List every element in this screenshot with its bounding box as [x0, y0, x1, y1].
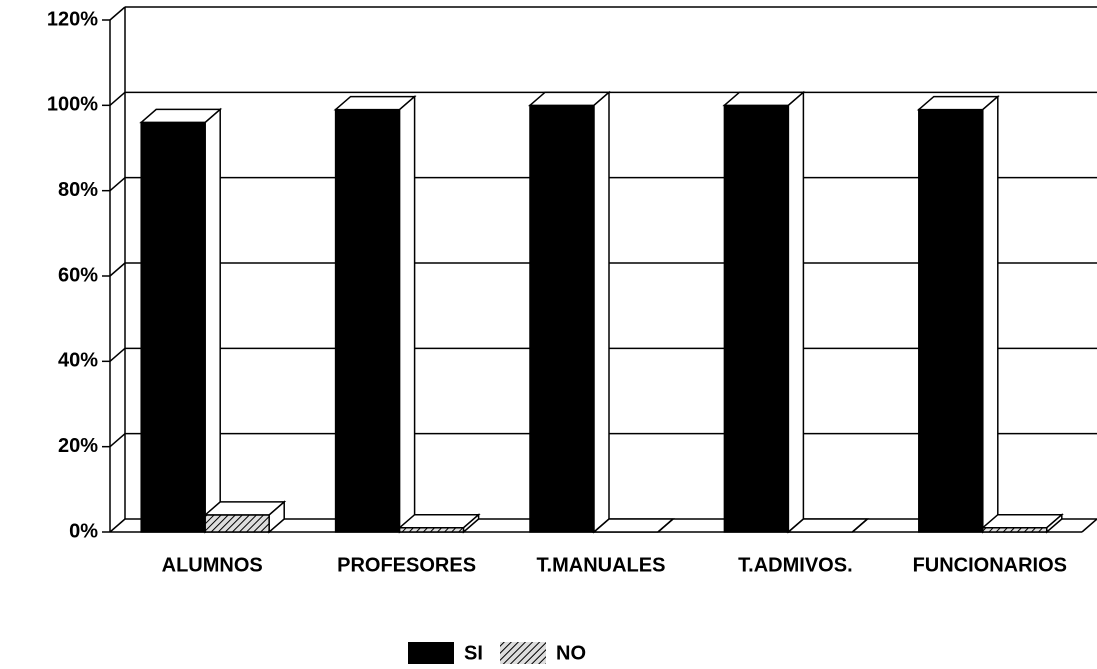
bar: [918, 108, 984, 533]
x-tick-label: T.ADMIVOS.: [738, 554, 852, 576]
bar: [529, 104, 595, 533]
bar-side: [851, 518, 868, 533]
bar-side: [593, 90, 610, 534]
y-tick-label: 120%: [47, 8, 98, 30]
y-tick-label: 100%: [47, 94, 98, 116]
bar-side: [1046, 513, 1063, 534]
wall-line: [109, 347, 126, 362]
legend-label: NO: [556, 642, 586, 664]
floor-right: [1081, 518, 1097, 533]
wall-line: [109, 91, 126, 106]
bar: [140, 121, 206, 533]
legend-label: SI: [464, 642, 483, 664]
bar: [334, 108, 401, 533]
x-tick-label: PROFESORES: [337, 554, 476, 576]
bar-side: [657, 518, 674, 533]
y-tick-label: 40%: [58, 350, 98, 372]
bar: [723, 104, 790, 533]
bar-side: [462, 513, 480, 534]
wall-line: [109, 6, 126, 21]
x-tick-label: FUNCIONARIOS: [913, 554, 1067, 576]
bar-side: [204, 107, 221, 534]
wall-line: [109, 433, 126, 448]
bar-side: [787, 90, 805, 534]
bar: [204, 514, 270, 533]
x-tick-label: T.MANUALES: [537, 554, 666, 576]
y-tick-label: 0%: [69, 520, 98, 542]
bar-side: [398, 94, 416, 534]
wall-line: [109, 518, 126, 533]
bar-side: [982, 94, 999, 534]
legend-swatch: [500, 642, 546, 664]
x-tick-label: ALUMNOS: [162, 554, 263, 576]
wall-line: [109, 177, 126, 192]
bar-side: [268, 500, 285, 534]
y-tick-label: 80%: [58, 179, 98, 201]
legend-swatch: [408, 642, 454, 664]
y-tick-label: 60%: [58, 264, 98, 286]
y-tick-label: 20%: [58, 435, 98, 457]
wall-line: [109, 262, 126, 277]
